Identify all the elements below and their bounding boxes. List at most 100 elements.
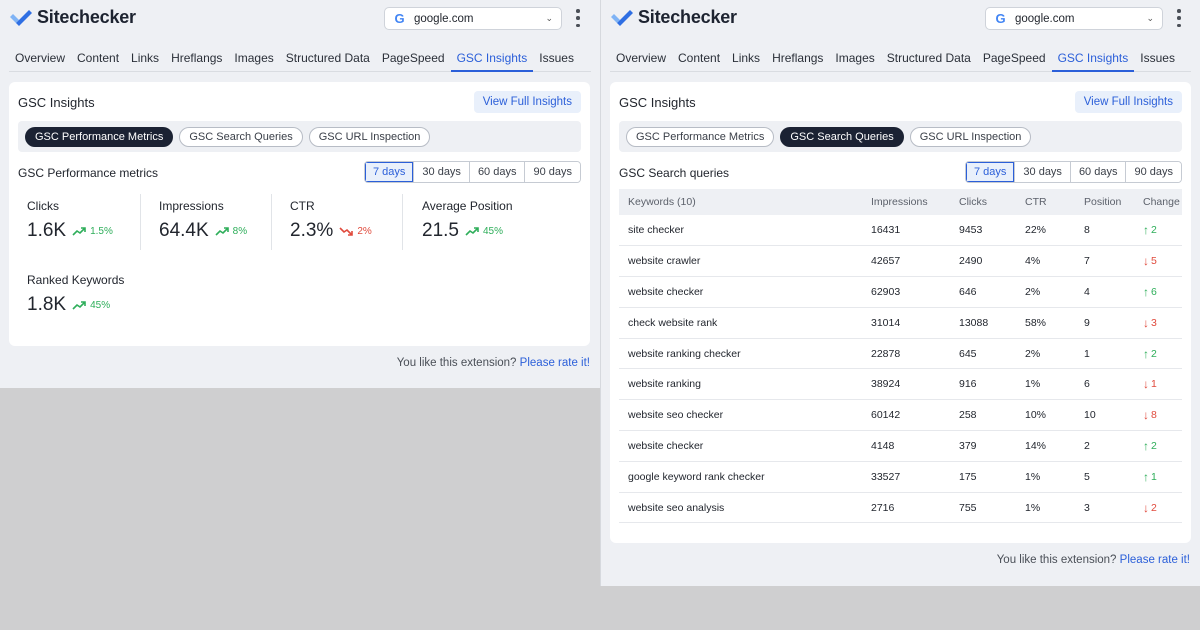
metric-change: 8% [215,226,247,237]
period-30-days[interactable]: 30 days [1014,162,1070,182]
column-header-keywords[interactable]: Keywords (10) [619,189,862,215]
arrow-down-icon: ↓ [1143,500,1149,515]
change-value: 1 [1151,470,1157,483]
metric-value: 21.5 [422,220,459,241]
tab-overview[interactable]: Overview [616,51,667,65]
period-90-days[interactable]: 90 days [524,162,580,182]
tab-issues[interactable]: Issues [539,51,574,65]
change-indicator: ↓ 1 [1143,377,1157,391]
tab-structured-data[interactable]: Structured Data [285,51,370,65]
subtab-performance-metrics[interactable]: GSC Performance Metrics [25,126,174,147]
tab-content[interactable]: Content [678,51,721,65]
cell-change: ↓ 2 [1134,492,1182,524]
metric-change: 45% [72,300,110,311]
period-7-days[interactable]: 7 days [364,162,414,182]
tab-hreflangs[interactable]: Hreflangs [171,51,223,65]
main-tabs: Overview Content Links Hreflangs Images … [610,48,1191,72]
column-header-position[interactable]: Position [1075,189,1134,215]
cell-change: ↓ 3 [1134,307,1182,339]
tab-links[interactable]: Links [732,51,761,65]
change-indicator: ↑ 1 [1143,470,1157,484]
subtab-search-queries[interactable]: GSC Search Queries [780,126,904,147]
rate-link[interactable]: Please rate it! [1119,554,1190,566]
table-row[interactable]: website crawler 42657 2490 4% 7 ↓ 5 [619,245,1182,278]
view-full-insights-button[interactable]: View Full Insights [473,91,581,113]
tab-content[interactable]: Content [77,51,120,65]
cell-impressions: 38924 [862,368,950,401]
column-header-clicks[interactable]: Clicks [950,189,1016,215]
view-full-insights-button[interactable]: View Full Insights [1074,91,1182,113]
more-menu-icon[interactable] [573,9,583,27]
period-60-days[interactable]: 60 days [1069,162,1126,182]
change-value: 6 [1151,285,1157,298]
table-row[interactable]: website seo analysis 2716 755 1% 3 ↓ 2 [619,492,1182,524]
period-30-days[interactable]: 30 days [413,162,469,182]
table-row[interactable]: site checker 16431 9453 22% 8 ↑ 2 [619,215,1182,247]
cell-ctr: 1% [1016,368,1075,401]
cell-ctr: 58% [1016,307,1075,339]
logo[interactable]: Sitechecker [610,7,737,28]
cell-position: 7 [1075,245,1134,278]
tab-overview[interactable]: Overview [15,51,66,65]
metric-change-value: 1.5% [90,225,113,237]
column-header-ctr[interactable]: CTR [1016,189,1075,215]
metric-change: 1.5% [72,226,113,237]
gsc-subtabs: GSC Performance Metrics GSC Search Queri… [619,121,1182,152]
more-menu-icon[interactable] [1174,9,1184,27]
tab-gsc-insights[interactable]: GSC Insights [450,48,534,72]
subtab-performance-metrics[interactable]: GSC Performance Metrics [626,126,775,147]
footer-text: You like this extension? [396,357,517,369]
cell-ctr: 2% [1016,338,1075,370]
rate-link[interactable]: Please rate it! [519,357,590,369]
tab-issues[interactable]: Issues [1140,51,1175,65]
tab-images[interactable]: Images [234,51,274,65]
cell-impressions: 42657 [862,245,950,278]
tab-links[interactable]: Links [131,51,160,65]
period-60-days[interactable]: 60 days [468,162,525,182]
cell-ctr: 2% [1016,276,1075,308]
cell-clicks: 9453 [950,215,1016,247]
domain-select[interactable]: G google.com ⌄ [384,7,562,30]
period-7-days[interactable]: 7 days [965,162,1015,182]
period-90-days[interactable]: 90 days [1125,162,1181,182]
logo[interactable]: Sitechecker [9,7,136,28]
table-row[interactable]: website checker 4148 379 14% 2 ↑ 2 [619,430,1182,462]
subtab-url-inspection[interactable]: GSC URL Inspection [909,126,1032,147]
cell-clicks: 258 [950,399,1016,432]
change-value: 3 [1151,316,1157,329]
table-row[interactable]: website ranking 38924 916 1% 6 ↓ 1 [619,368,1182,401]
subtab-search-queries[interactable]: GSC Search Queries [179,126,303,147]
metric-average-position: Average Position 21.5 45% [422,199,582,242]
footer: You like this extension? Please rate it! [397,357,590,369]
tab-pagespeed[interactable]: PageSpeed [381,51,445,65]
arrow-down-icon: ↓ [1143,254,1149,269]
table-row[interactable]: website checker 62903 646 2% 4 ↑ 6 [619,276,1182,308]
domain-select[interactable]: G google.com ⌄ [985,7,1163,30]
cell-position: 8 [1075,215,1134,247]
main-tabs: Overview Content Links Hreflangs Images … [9,48,591,72]
subtab-url-inspection[interactable]: GSC URL Inspection [308,126,431,147]
table-row[interactable]: check website rank 31014 13088 58% 9 ↓ 3 [619,307,1182,339]
cell-clicks: 755 [950,492,1016,524]
change-value: 2 [1151,347,1157,360]
trend-up-icon [72,300,86,310]
column-header-change[interactable]: Change [1134,189,1182,215]
metric-impressions: Impressions 64.4K 8% [159,199,289,242]
divider [271,194,272,250]
cell-clicks: 2490 [950,245,1016,278]
tab-hreflangs[interactable]: Hreflangs [772,51,824,65]
cell-impressions: 62903 [862,276,950,308]
tab-gsc-insights[interactable]: GSC Insights [1051,48,1135,72]
table-row[interactable]: google keyword rank checker 33527 175 1% 5 ↑ 1 [619,461,1182,493]
tab-structured-data[interactable]: Structured Data [886,51,971,65]
cell-keyword: website ranking [619,368,862,401]
tab-pagespeed[interactable]: PageSpeed [982,51,1046,65]
cell-keyword: website seo analysis [619,492,862,524]
column-header-impressions[interactable]: Impressions [862,189,950,215]
tab-images[interactable]: Images [835,51,875,65]
table-row[interactable]: website seo checker 60142 258 10% 10 ↓ 8 [619,399,1182,432]
metric-change-value: 2% [357,225,372,237]
cell-clicks: 645 [950,338,1016,370]
cell-clicks: 13088 [950,307,1016,339]
table-row[interactable]: website ranking checker 22878 645 2% 1 ↑ 2 [619,338,1182,370]
